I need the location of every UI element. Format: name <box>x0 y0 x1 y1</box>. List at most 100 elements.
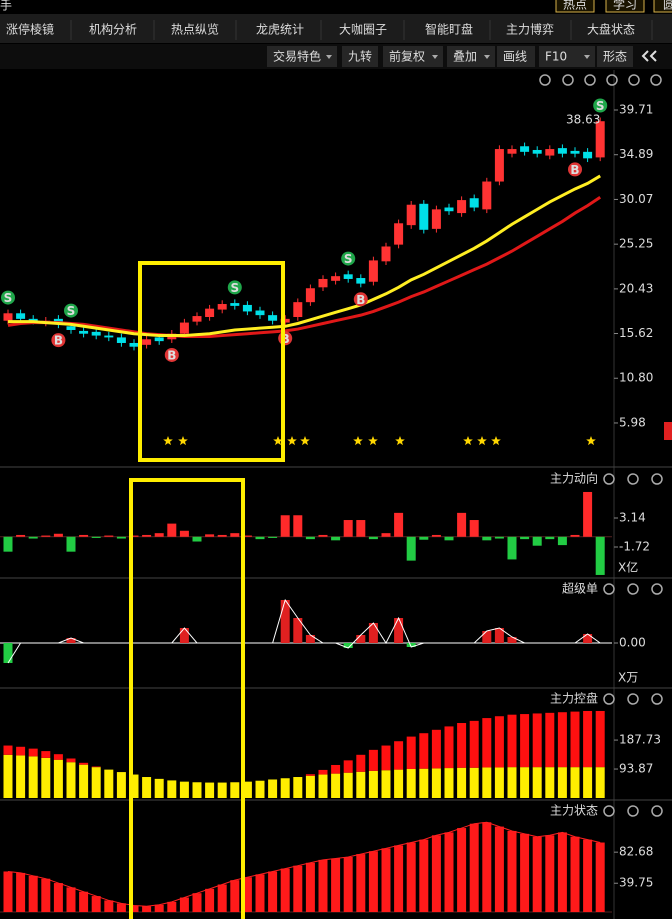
top-button-label[interactable]: 学习 <box>613 0 637 12</box>
panel-icon[interactable] <box>584 74 596 86</box>
panel-icon[interactable] <box>627 473 639 485</box>
bar-segment <box>129 774 139 798</box>
candle-body <box>255 310 265 316</box>
bar <box>293 865 303 912</box>
bar <box>318 534 328 537</box>
tab[interactable]: 龙虎统计 <box>256 23 304 37</box>
top-button[interactable] <box>653 0 672 13</box>
toolbar-label[interactable]: 九转 <box>348 49 372 64</box>
tab[interactable]: 涨停棱镜 <box>6 22 54 37</box>
toolbar-button[interactable] <box>447 46 495 67</box>
bar <box>268 871 278 912</box>
bar <box>583 634 593 643</box>
bar <box>469 520 479 537</box>
toolbar-label[interactable]: 交易特色 <box>273 49 321 64</box>
candle-body <box>482 181 492 210</box>
tab[interactable]: 主力博弈 <box>506 22 554 37</box>
bar-segment <box>570 711 580 768</box>
candle-body <box>419 203 429 230</box>
candle-body <box>381 246 391 262</box>
panel-icon[interactable] <box>539 74 551 86</box>
panel-icon[interactable] <box>627 805 639 817</box>
bar-segment <box>305 775 315 798</box>
line <box>7 598 601 664</box>
bar-segment <box>595 767 605 798</box>
bar-segment <box>255 780 265 798</box>
candle-body <box>179 322 189 334</box>
panel-icon[interactable] <box>603 583 615 595</box>
candle-body <box>230 303 240 306</box>
dropdown-arrow <box>432 55 438 59</box>
collapse-icon[interactable] <box>641 50 657 62</box>
panel-icon[interactable] <box>651 473 663 485</box>
bar-segment <box>394 741 404 770</box>
panel-icon[interactable] <box>606 74 618 86</box>
toolbar-label[interactable]: 前复权 <box>389 49 425 64</box>
panel-icon[interactable] <box>603 473 615 485</box>
bar <box>16 534 26 537</box>
price-annotation: 38.63 <box>566 113 600 127</box>
top-button-label[interactable]: 热点 <box>563 0 587 12</box>
candle-body <box>16 313 26 319</box>
bar-segment <box>3 745 13 755</box>
toolbar-button[interactable] <box>539 46 595 67</box>
panel-icon[interactable] <box>628 74 640 86</box>
tab[interactable]: 大咖圈子 <box>339 22 387 37</box>
panel-icon[interactable] <box>603 805 615 817</box>
panel-icon[interactable] <box>651 805 663 817</box>
bar <box>129 535 139 537</box>
toolbar-button[interactable] <box>267 46 337 67</box>
bar <box>356 854 366 912</box>
y-tick-label: 30.07 <box>619 192 653 206</box>
toolbar-label[interactable]: 画线 <box>503 50 527 64</box>
bar <box>318 859 328 912</box>
tab[interactable]: 热点纵览 <box>171 22 219 37</box>
top-button[interactable] <box>605 0 645 13</box>
bar-segment <box>494 716 504 768</box>
bar-segment <box>482 767 492 798</box>
signal-label: S <box>596 99 605 113</box>
candle-body <box>343 274 353 279</box>
panel-icon[interactable] <box>650 74 662 86</box>
panel-icon[interactable] <box>651 583 663 595</box>
panel-icon[interactable] <box>627 693 639 705</box>
bar <box>406 842 416 912</box>
panel-icon[interactable] <box>603 693 615 705</box>
toolbar-label[interactable]: F10 <box>545 50 567 64</box>
toolbar-label[interactable]: 形态 <box>603 50 627 64</box>
bar <box>16 872 26 912</box>
bar <box>104 535 114 537</box>
toolbar-label[interactable]: 叠加 <box>453 50 477 64</box>
bar-segment <box>583 710 593 768</box>
bar-segment <box>507 714 517 768</box>
candle-body <box>457 200 467 214</box>
top-button[interactable] <box>555 0 595 13</box>
tab-bar <box>0 14 672 43</box>
bar-segment <box>167 780 177 798</box>
bar <box>293 515 303 537</box>
candle-body <box>583 151 593 159</box>
bar-segment <box>457 767 467 798</box>
tab[interactable]: 智能盯盘 <box>425 22 473 37</box>
bar <box>255 536 265 540</box>
toolbar-button[interactable] <box>597 46 633 67</box>
panel-icon[interactable] <box>651 693 663 705</box>
panel-icon[interactable] <box>627 583 639 595</box>
tab[interactable]: 大盘状态 <box>587 22 635 37</box>
toolbar-button[interactable] <box>342 46 378 67</box>
y-tick-label: 39.75 <box>619 876 653 890</box>
candle-body <box>356 278 366 284</box>
signal-marker <box>353 292 368 307</box>
top-button-label[interactable]: 圆 <box>663 0 672 12</box>
tab[interactable]: 机构分析 <box>89 22 137 37</box>
bar <box>570 534 580 537</box>
toolbar-button[interactable] <box>383 46 443 67</box>
bar-segment <box>368 749 378 771</box>
bar-segment <box>28 756 38 798</box>
toolbar-button[interactable] <box>497 46 535 67</box>
panel-icon[interactable] <box>562 74 574 86</box>
bar-segment <box>230 782 240 798</box>
bar <box>431 534 441 537</box>
bar-segment <box>431 729 441 769</box>
